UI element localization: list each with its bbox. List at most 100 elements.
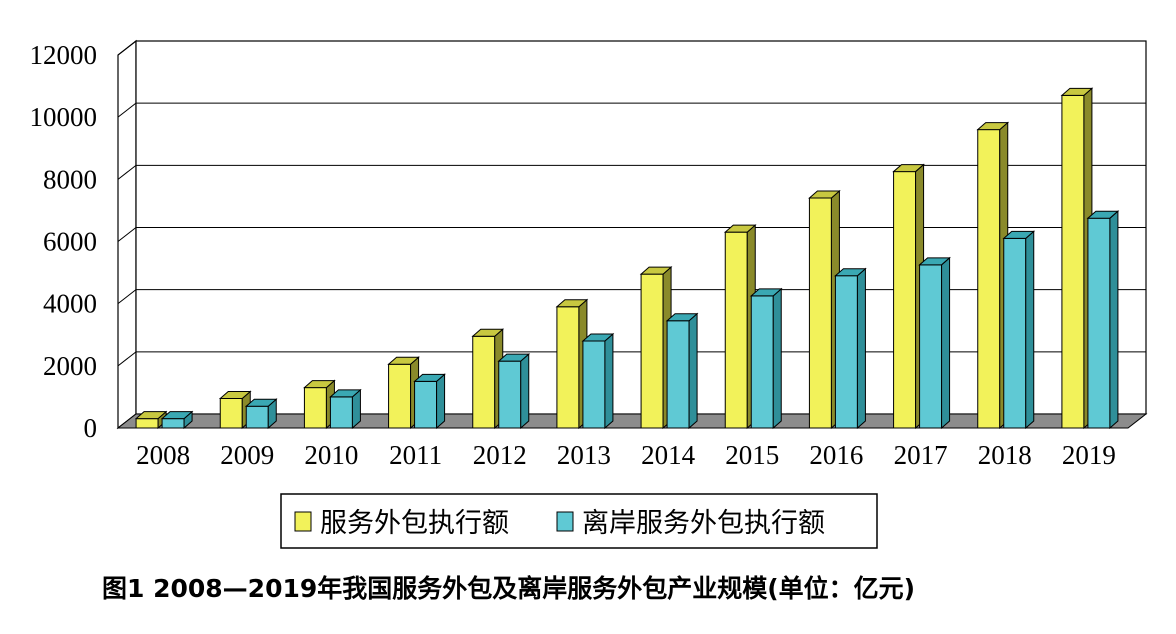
bar-离岸服务外包执行额-2008 <box>160 410 194 430</box>
bar-side <box>520 353 530 430</box>
bar-离岸服务外包执行额-2009 <box>244 398 278 430</box>
bar-top <box>329 389 362 398</box>
bar-front <box>414 380 438 429</box>
bar-side <box>772 287 782 430</box>
x-tick-label: 2016 <box>809 440 863 470</box>
bar-front <box>219 397 243 429</box>
chart-floor <box>116 413 1148 429</box>
y-tick-label: 8000 <box>43 164 97 194</box>
bar-top <box>471 328 505 337</box>
bar-side <box>1025 230 1035 430</box>
bar-top <box>639 266 673 275</box>
bar-side <box>856 267 866 430</box>
bar-top <box>834 268 867 277</box>
bar-side <box>1109 210 1119 430</box>
bar-front <box>834 275 858 429</box>
bar-服务外包执行额-2018 <box>976 121 1010 430</box>
y-tick-label: 4000 <box>43 289 97 319</box>
bar-top <box>555 299 589 308</box>
bar-front <box>750 295 774 429</box>
bar-front <box>161 418 185 429</box>
legend-label-series-2: 离岸服务外包执行额 <box>582 508 825 539</box>
y-tick-label: 12000 <box>30 40 98 70</box>
bar-离岸服务外包执行额-2011 <box>413 373 446 430</box>
legend-swatch-series-2 <box>556 511 574 532</box>
bar-front <box>666 320 690 429</box>
bar-top <box>160 411 194 420</box>
bar-服务外包执行额-2017 <box>892 163 925 430</box>
bar-front <box>1087 217 1111 429</box>
bar-front <box>498 360 522 429</box>
x-tick-label: 2011 <box>389 440 442 470</box>
bar-top <box>218 390 252 399</box>
bar-top <box>1002 230 1036 239</box>
bar-top <box>665 313 699 322</box>
bar-服务外包执行额-2009 <box>218 390 252 430</box>
bar-top <box>387 356 420 365</box>
x-tick-label: 2018 <box>978 440 1032 470</box>
y-tick-label: 6000 <box>43 227 97 257</box>
bar-side <box>436 373 446 430</box>
bar-side <box>941 256 951 430</box>
bar-离岸服务外包执行额-2017 <box>918 256 951 430</box>
bar-top <box>749 288 783 297</box>
bar-front <box>977 129 1001 429</box>
floor-plane <box>116 413 1148 429</box>
bar-top <box>497 353 531 362</box>
gridline <box>117 40 1146 56</box>
bar-top <box>134 411 168 420</box>
bar-top <box>892 164 925 173</box>
bar-top <box>723 224 757 233</box>
bar-离岸服务外包执行额-2010 <box>329 388 362 430</box>
bar-离岸服务外包执行额-2018 <box>1002 230 1036 430</box>
bar-离岸服务外包执行额-2014 <box>665 312 699 430</box>
y-tick-label: 0 <box>84 413 98 443</box>
bar-front <box>303 387 327 429</box>
bar-front <box>329 396 353 429</box>
x-tick-label: 2008 <box>136 440 190 470</box>
bar-front <box>640 273 664 429</box>
bar-front <box>893 171 917 429</box>
bar-top <box>808 190 841 199</box>
bar-top <box>1086 210 1120 219</box>
x-tick-label: 2017 <box>894 440 948 470</box>
bar-side <box>604 332 614 430</box>
gridline <box>117 164 1146 180</box>
bar-离岸服务外包执行额-2016 <box>834 267 867 430</box>
bar-front <box>582 340 606 429</box>
bar-top <box>976 122 1010 131</box>
legend-box <box>280 493 878 549</box>
bar-top <box>918 257 951 266</box>
gridline <box>117 102 1146 118</box>
chart-title: 图1 2008—2019年我国服务外包及离岸服务外包产业规模(单位：亿元) <box>102 574 915 603</box>
x-tick-label: 2019 <box>1062 440 1116 470</box>
bar-top <box>581 333 615 342</box>
bar-front <box>808 197 832 429</box>
bar-top <box>244 398 278 407</box>
bars-group <box>134 87 1120 430</box>
legend: 服务外包执行额 离岸服务外包执行额 <box>280 493 878 549</box>
bar-front <box>388 363 412 429</box>
bar-离岸服务外包执行额-2015 <box>749 287 783 430</box>
x-axis-tick-labels: 2008 2009 2010 2011 2012 2013 2014 2015 2016 2017… <box>136 440 1116 470</box>
bar-front <box>724 231 748 429</box>
y-axis-tick-labels: 0 2000 4000 6000 8000 10000 12000 <box>30 40 98 443</box>
legend-label-series-1: 服务外包执行额 <box>320 508 509 539</box>
bar-front <box>1061 94 1085 429</box>
x-tick-label: 2014 <box>641 440 696 470</box>
bar-top <box>303 380 336 389</box>
y-tick-label: 10000 <box>30 102 98 132</box>
bar-front <box>135 418 159 429</box>
bar-front <box>1003 237 1027 429</box>
bar-离岸服务外包执行额-2012 <box>497 353 531 430</box>
bar-front <box>556 306 580 429</box>
bar-side <box>688 312 698 430</box>
bar-离岸服务外包执行额-2019 <box>1086 210 1120 430</box>
x-tick-label: 2013 <box>557 440 611 470</box>
bar-front <box>245 405 269 429</box>
x-tick-label: 2009 <box>220 440 274 470</box>
bar-front <box>472 335 496 429</box>
x-tick-label: 2010 <box>304 440 358 470</box>
bar-front <box>919 264 943 429</box>
